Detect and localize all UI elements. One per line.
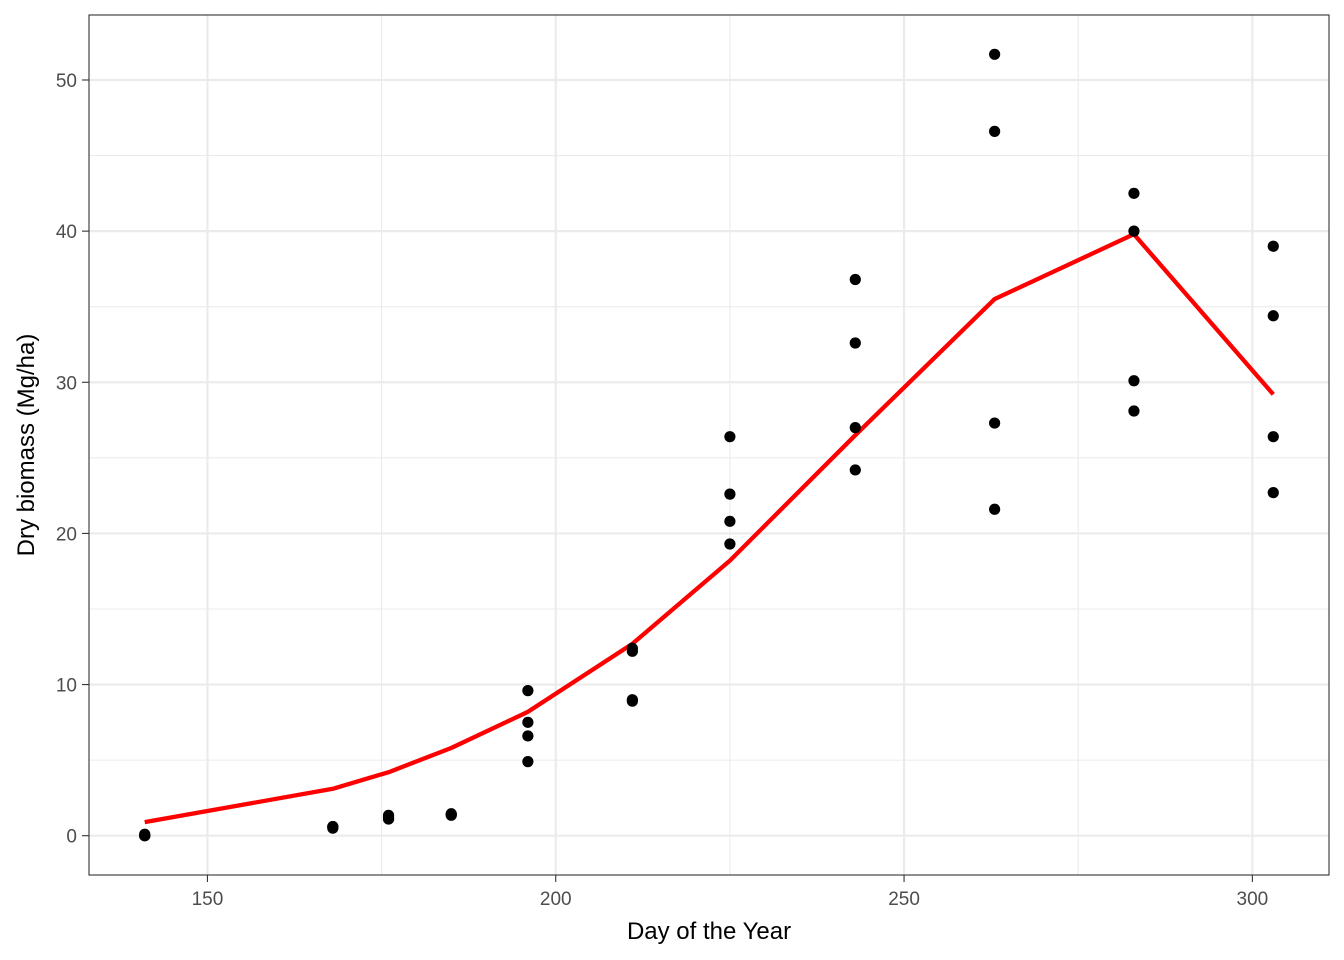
data-point [1128, 225, 1140, 237]
data-point [445, 808, 457, 820]
data-point [989, 417, 1001, 429]
data-point [522, 756, 534, 768]
data-point [724, 431, 736, 443]
data-point [626, 695, 638, 707]
y-tick-label: 0 [66, 827, 77, 848]
grid-major [89, 15, 1329, 875]
data-point [849, 464, 861, 476]
observed-points-layer [139, 48, 1279, 842]
data-point [522, 730, 534, 742]
y-axis-title: Dry biomass (Mg/ha) [13, 334, 40, 557]
data-point [849, 273, 861, 286]
data-point [849, 422, 861, 434]
x-tick-label: 150 [192, 889, 224, 910]
data-point [989, 48, 1001, 60]
y-tick-label: 40 [56, 222, 77, 243]
data-point [1267, 431, 1279, 443]
x-tick-label: 300 [1237, 889, 1269, 910]
data-point [626, 645, 638, 657]
data-point [327, 821, 339, 833]
data-point [849, 337, 861, 349]
y-tick-label: 20 [56, 524, 77, 545]
data-point [1267, 310, 1279, 322]
data-point [522, 685, 534, 697]
data-point [1128, 405, 1140, 417]
data-point [989, 125, 1001, 137]
y-axis: 0 10 20 30 40 50 [56, 71, 89, 848]
data-point [1128, 375, 1140, 387]
x-axis-title: Day of the Year [627, 918, 791, 945]
x-tick-label: 200 [540, 889, 572, 910]
data-point [724, 488, 736, 500]
x-tick-label: 250 [888, 889, 920, 910]
grid-minor [89, 15, 1329, 875]
y-tick-label: 10 [56, 676, 77, 697]
data-point [724, 515, 736, 527]
data-point [522, 716, 534, 728]
x-axis: 150 200 250 300 [192, 875, 1269, 910]
plot-panel [89, 15, 1329, 875]
data-point [1267, 487, 1279, 499]
y-tick-label: 30 [56, 373, 77, 394]
data-point [1267, 240, 1279, 252]
data-point [989, 503, 1001, 515]
y-tick-label: 50 [56, 71, 77, 92]
data-point [1128, 187, 1140, 199]
plot-border [88, 14, 1330, 876]
data-point [139, 828, 151, 840]
data-point [724, 538, 736, 550]
data-point [382, 809, 395, 821]
